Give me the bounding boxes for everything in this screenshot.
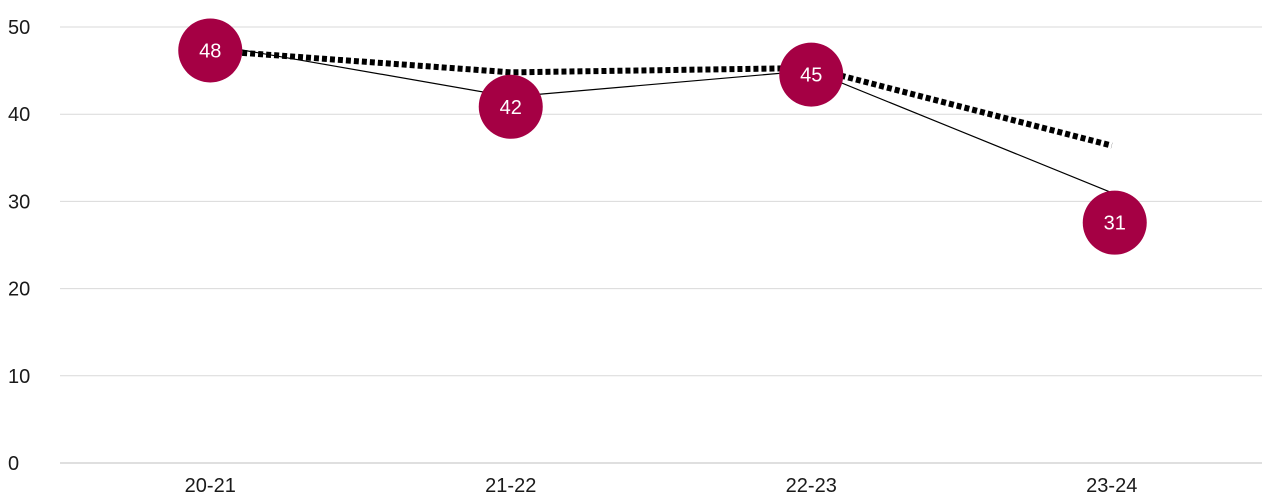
data-point-marker [779, 42, 844, 107]
series-line-solid [210, 43, 1112, 194]
data-point-marker [178, 18, 243, 83]
y-tick-label: 40 [8, 104, 30, 126]
x-tick-label: 21-22 [485, 475, 536, 493]
x-tick-label: 22-23 [786, 475, 837, 493]
data-label: 31 [1104, 213, 1126, 235]
data-markers: 48 42 45 31 [178, 18, 1147, 255]
data-point-marker [478, 74, 543, 139]
data-label: 42 [500, 97, 522, 119]
data-label: 48 [199, 40, 221, 62]
x-tick-label: 20-21 [185, 475, 236, 493]
x-axis-tick-labels: 20-21 21-22 22-23 23-24 [185, 475, 1138, 493]
y-tick-label: 20 [8, 279, 30, 301]
grid-lines [60, 26, 1262, 464]
data-point-marker [1082, 190, 1147, 255]
data-label: 45 [800, 65, 822, 87]
y-tick-label: 30 [8, 191, 30, 213]
series-lines [210, 43, 1113, 194]
y-tick-label: 50 [8, 17, 30, 39]
x-tick-label: 23-24 [1086, 475, 1137, 493]
trend-line-dotted [210, 47, 1113, 149]
y-axis-tick-labels: 0 10 20 30 40 50 [8, 17, 30, 475]
y-tick-label: 0 [8, 453, 19, 475]
y-tick-label: 10 [8, 366, 30, 388]
